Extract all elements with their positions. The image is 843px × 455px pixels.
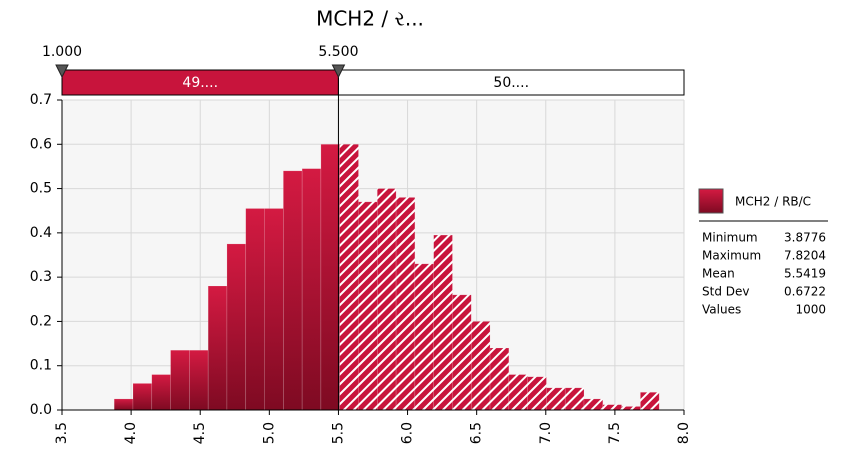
x-tick-label: 7.5 bbox=[607, 422, 623, 444]
y-tick-label: 0.2 bbox=[30, 313, 52, 329]
histogram-bar bbox=[564, 387, 585, 411]
histogram-bar bbox=[583, 398, 604, 411]
histogram-bar bbox=[207, 285, 228, 411]
histogram-bar bbox=[245, 208, 265, 411]
histogram-bar bbox=[640, 391, 660, 411]
y-tick-label: 0.1 bbox=[30, 358, 52, 374]
stat-value: 7.8204 bbox=[784, 249, 826, 263]
region-label: 49.... bbox=[182, 75, 218, 91]
histogram-bar bbox=[452, 294, 472, 411]
histogram-bar bbox=[395, 197, 416, 411]
y-tick-label: 0.4 bbox=[30, 225, 52, 241]
chart-title: MCH2 / ર... bbox=[316, 7, 424, 31]
y-tick-label: 0.5 bbox=[30, 181, 52, 197]
histogram-bar bbox=[132, 383, 153, 411]
histogram-bar bbox=[489, 347, 510, 411]
histogram-bar bbox=[189, 349, 209, 411]
x-tick-label: 5.5 bbox=[330, 422, 346, 444]
x-tick-label: 6.5 bbox=[469, 422, 485, 444]
region-label: 50.... bbox=[493, 75, 529, 91]
y-tick-label: 0.0 bbox=[30, 402, 52, 418]
x-tick-label: 7.0 bbox=[538, 422, 554, 444]
histogram-bar bbox=[527, 376, 547, 411]
stat-name: Values bbox=[702, 303, 741, 317]
delimiter-marker bbox=[55, 64, 69, 79]
x-tick-label: 4.0 bbox=[123, 422, 139, 444]
stat-name: Std Dev bbox=[702, 285, 749, 299]
histogram-bar bbox=[358, 201, 378, 411]
histogram-bar bbox=[470, 321, 491, 411]
stat-value: 1000 bbox=[795, 303, 826, 317]
histogram-bar bbox=[602, 404, 622, 411]
y-tick-label: 0.3 bbox=[30, 269, 52, 285]
x-tick-label: 3.5 bbox=[54, 422, 70, 444]
histogram-bar bbox=[339, 143, 359, 411]
histogram-bar bbox=[414, 263, 434, 411]
x-tick-label: 6.0 bbox=[400, 422, 416, 444]
delimiter-label: 5.500 bbox=[318, 44, 358, 60]
stat-value: 3.8776 bbox=[784, 231, 826, 245]
histogram-bar bbox=[301, 168, 322, 411]
histogram-bar bbox=[433, 234, 453, 411]
histogram-bar bbox=[226, 243, 247, 411]
x-tick-label: 5.0 bbox=[261, 422, 277, 444]
y-tick-label: 0.6 bbox=[30, 136, 52, 152]
x-tick-label: 8.0 bbox=[676, 422, 692, 444]
stat-name: Minimum bbox=[702, 231, 758, 245]
histogram-bar bbox=[508, 374, 528, 411]
delimiter-marker bbox=[331, 64, 346, 79]
histogram-bar bbox=[264, 208, 284, 411]
stat-name: Maximum bbox=[702, 249, 761, 263]
histogram-bar bbox=[621, 406, 641, 411]
histogram-bar bbox=[170, 349, 190, 411]
stat-value: 0.6722 bbox=[784, 285, 826, 299]
histogram-bar bbox=[320, 143, 341, 411]
region-right bbox=[337, 69, 685, 96]
legend-label: MCH2 / RB/C bbox=[735, 195, 811, 209]
histogram-bar bbox=[113, 398, 134, 411]
histogram-bar bbox=[376, 188, 397, 411]
stat-name: Mean bbox=[702, 267, 735, 281]
legend-swatch bbox=[698, 188, 724, 214]
histogram-bar bbox=[283, 170, 303, 411]
histogram-bar bbox=[151, 374, 171, 411]
histogram-bar bbox=[546, 387, 566, 411]
y-tick-label: 0.7 bbox=[30, 92, 52, 108]
stat-value: 5.5419 bbox=[784, 267, 826, 281]
x-tick-label: 4.5 bbox=[192, 422, 208, 444]
delimiter-label: 1.000 bbox=[42, 44, 82, 60]
region-left bbox=[61, 69, 339, 96]
